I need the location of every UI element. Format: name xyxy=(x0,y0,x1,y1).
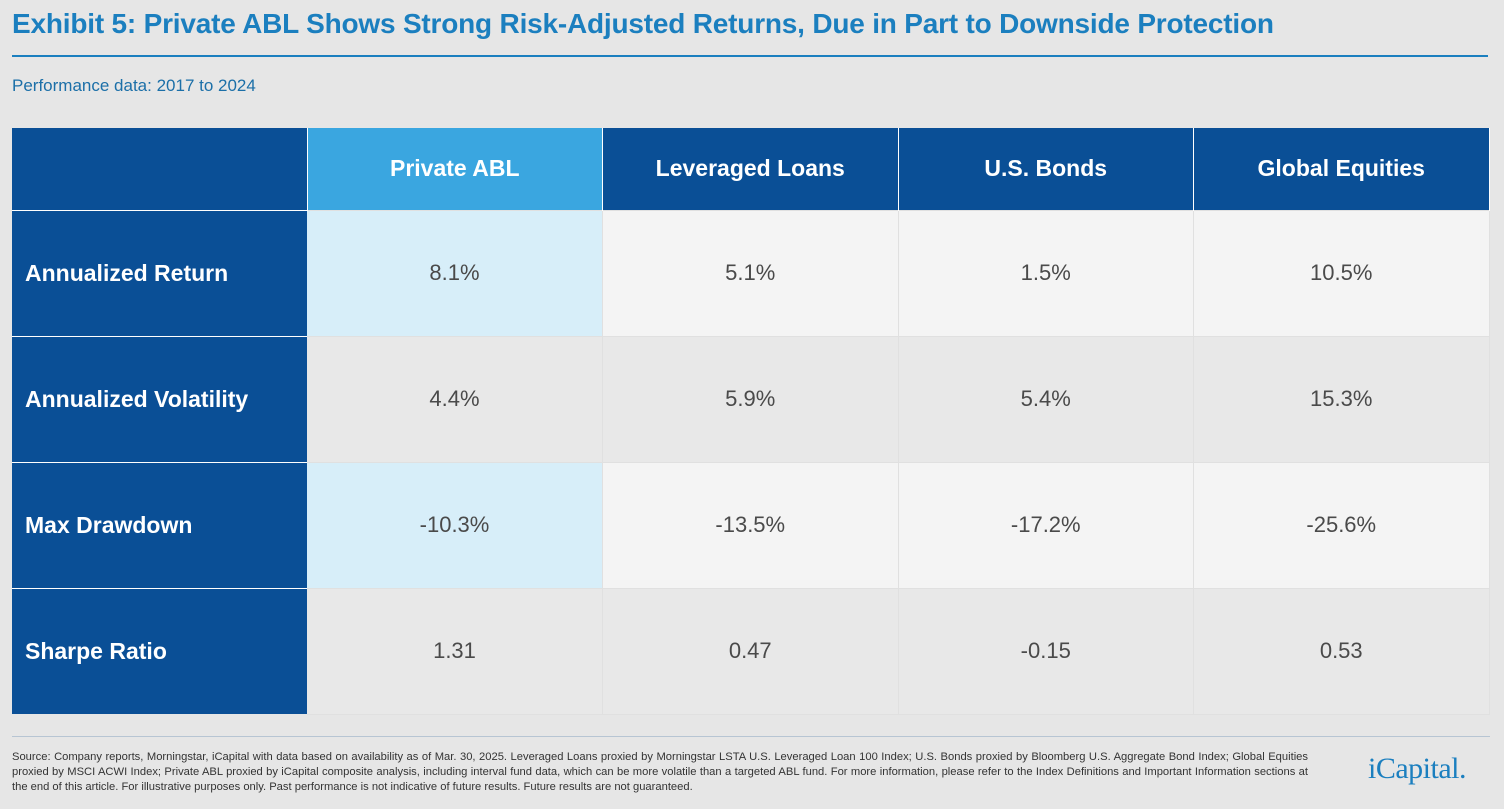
table-cell: 0.47 xyxy=(602,587,899,715)
header-global-equities: Global Equities xyxy=(1193,128,1490,210)
table-row-annualized-return: Annualized Return 8.1% 5.1% 1.5% 10.5% xyxy=(12,209,1490,337)
table-cell: -13.5% xyxy=(602,461,899,589)
table-cell: -17.2% xyxy=(898,461,1194,589)
table-cell: 5.1% xyxy=(602,209,899,337)
row-label: Sharpe Ratio xyxy=(12,587,307,714)
icapital-logo: iCapital. xyxy=(1368,752,1466,785)
header-leveraged-loans: Leveraged Loans xyxy=(602,128,899,210)
table-cell: 1.5% xyxy=(898,209,1194,337)
table-row-annualized-volatility: Annualized Volatility 4.4% 5.9% 5.4% 15.… xyxy=(12,335,1490,463)
table-cell: 8.1% xyxy=(307,209,603,337)
table-cell: 1.31 xyxy=(307,587,603,715)
row-label: Annualized Volatility xyxy=(12,335,307,462)
table-cell: 10.5% xyxy=(1193,209,1490,337)
table-cell: 15.3% xyxy=(1193,335,1490,463)
table-cell: 5.9% xyxy=(602,335,899,463)
source-note: Source: Company reports, Morningstar, iC… xyxy=(12,751,1308,793)
title-divider xyxy=(12,55,1488,57)
table-header-row: Private ABL Leveraged Loans U.S. Bonds G… xyxy=(12,128,1490,210)
row-label: Max Drawdown xyxy=(12,461,307,588)
page-subtitle: Performance data: 2017 to 2024 xyxy=(12,76,256,95)
row-label: Annualized Return xyxy=(12,209,307,336)
performance-table: Private ABL Leveraged Loans U.S. Bonds G… xyxy=(12,128,1490,715)
table-row-max-drawdown: Max Drawdown -10.3% -13.5% -17.2% -25.6% xyxy=(12,461,1490,589)
header-private-abl: Private ABL xyxy=(307,128,603,210)
table-cell: 0.53 xyxy=(1193,587,1490,715)
table-cell: -25.6% xyxy=(1193,461,1490,589)
page-title: Exhibit 5: Private ABL Shows Strong Risk… xyxy=(12,8,1274,39)
table-cell: -10.3% xyxy=(307,461,603,589)
table-cell: -0.15 xyxy=(898,587,1194,715)
table-cell: 4.4% xyxy=(307,335,603,463)
footer-divider xyxy=(12,736,1490,737)
table-row-sharpe-ratio: Sharpe Ratio 1.31 0.47 -0.15 0.53 xyxy=(12,587,1490,715)
header-corner-cell xyxy=(12,128,308,210)
table-cell: 5.4% xyxy=(898,335,1194,463)
header-us-bonds: U.S. Bonds xyxy=(898,128,1194,210)
